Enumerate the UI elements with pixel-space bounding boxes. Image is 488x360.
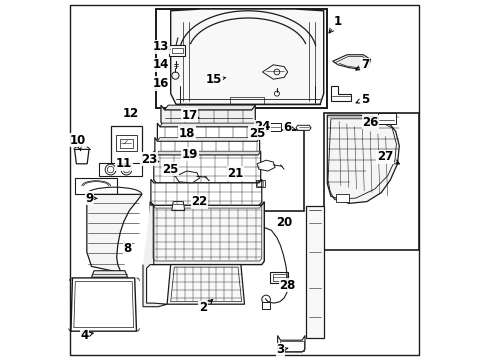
Polygon shape	[277, 336, 305, 352]
Polygon shape	[160, 123, 257, 127]
Polygon shape	[167, 265, 244, 304]
Text: 7: 7	[355, 58, 368, 71]
Text: 15: 15	[205, 73, 225, 86]
Polygon shape	[75, 178, 117, 194]
Bar	[116, 135, 136, 151]
Bar	[168, 45, 185, 56]
Polygon shape	[326, 115, 399, 203]
Bar	[251, 130, 303, 211]
Polygon shape	[157, 123, 257, 141]
Polygon shape	[257, 160, 275, 171]
Polygon shape	[295, 125, 310, 130]
Polygon shape	[157, 138, 259, 141]
Text: 16: 16	[152, 77, 169, 90]
Text: 24: 24	[254, 120, 270, 133]
Polygon shape	[330, 86, 350, 101]
Text: 23: 23	[141, 153, 159, 166]
Text: 26: 26	[362, 116, 378, 129]
Text: 11: 11	[116, 157, 132, 170]
Polygon shape	[164, 105, 255, 110]
Polygon shape	[111, 126, 142, 166]
Text: 17: 17	[181, 109, 198, 122]
Bar	[336, 194, 348, 202]
Text: 25: 25	[248, 127, 265, 140]
Bar	[272, 274, 285, 281]
Text: 19: 19	[181, 148, 198, 161]
Text: 28: 28	[279, 279, 295, 292]
Text: 13: 13	[153, 40, 170, 53]
Polygon shape	[75, 149, 89, 164]
Bar	[261, 302, 270, 309]
Polygon shape	[87, 194, 142, 274]
Bar	[256, 180, 264, 187]
Polygon shape	[99, 163, 142, 176]
Text: 2: 2	[199, 300, 212, 314]
Bar	[279, 341, 303, 351]
Text: 27: 27	[376, 150, 399, 164]
Text: 9: 9	[85, 192, 97, 204]
Text: 1: 1	[328, 15, 342, 33]
Text: 25: 25	[162, 163, 179, 176]
Text: 3: 3	[276, 343, 287, 356]
Polygon shape	[175, 171, 199, 183]
Text: 12: 12	[122, 107, 139, 120]
Polygon shape	[156, 151, 260, 155]
Polygon shape	[161, 105, 255, 127]
Polygon shape	[170, 9, 323, 104]
Text: 18: 18	[178, 127, 195, 140]
Text: 4: 4	[80, 329, 93, 342]
Text: 6: 6	[283, 121, 295, 134]
Bar	[270, 272, 287, 283]
Polygon shape	[155, 138, 259, 155]
Bar	[377, 113, 395, 124]
Text: 21: 21	[227, 167, 243, 180]
Bar	[257, 181, 263, 186]
Polygon shape	[153, 151, 260, 183]
Text: 20: 20	[275, 216, 292, 229]
Polygon shape	[150, 202, 264, 265]
Polygon shape	[306, 206, 323, 338]
Polygon shape	[171, 202, 184, 211]
Text: 14: 14	[152, 58, 169, 71]
Bar	[265, 123, 280, 131]
Text: 22: 22	[191, 195, 207, 208]
Polygon shape	[332, 55, 370, 69]
Bar	[156, 9, 326, 108]
Bar	[171, 48, 182, 53]
Text: 5: 5	[355, 93, 368, 105]
Bar	[323, 113, 418, 250]
Text: 8: 8	[123, 241, 131, 255]
Polygon shape	[71, 278, 136, 331]
Polygon shape	[142, 205, 167, 307]
Bar	[230, 97, 264, 104]
Text: 10: 10	[70, 134, 86, 150]
Polygon shape	[151, 179, 261, 205]
Polygon shape	[91, 271, 127, 277]
Bar	[167, 160, 228, 220]
